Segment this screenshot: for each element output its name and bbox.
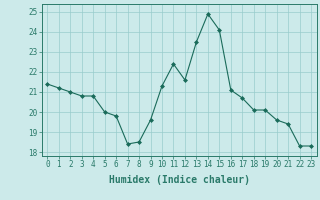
- X-axis label: Humidex (Indice chaleur): Humidex (Indice chaleur): [109, 175, 250, 185]
